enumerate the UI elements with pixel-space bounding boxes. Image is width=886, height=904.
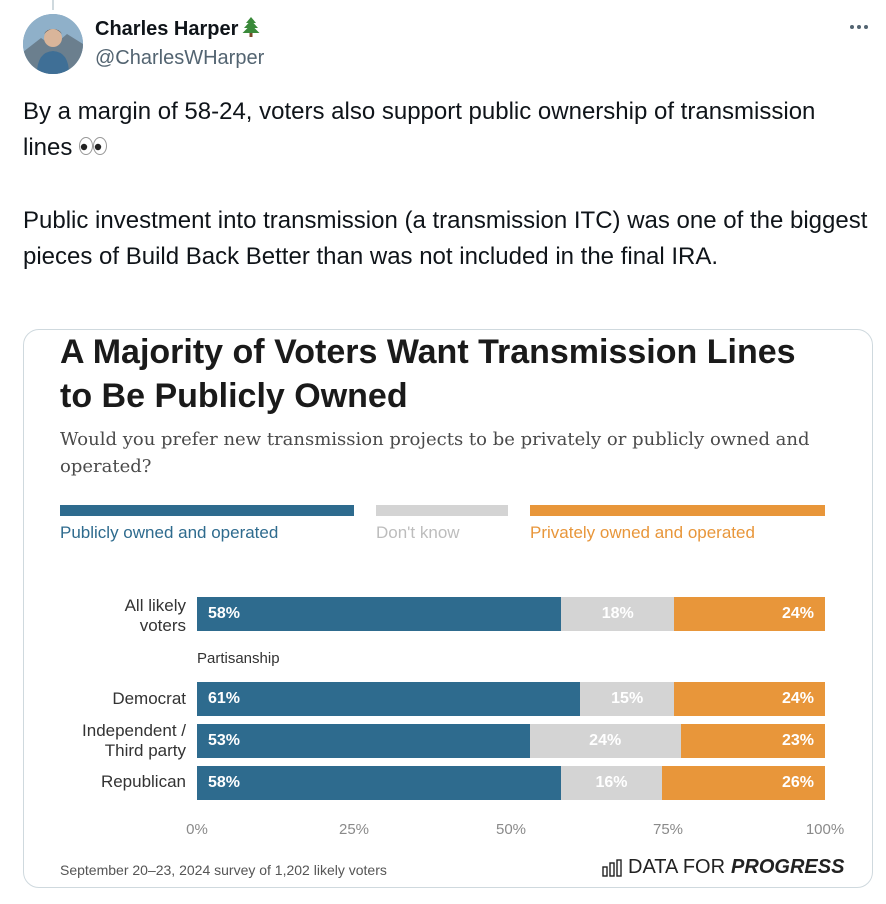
row-label-independent-text: Independent / Third party: [82, 721, 186, 760]
x-tick-label: 50%: [495, 821, 527, 838]
x-tick-label: 0%: [186, 821, 208, 838]
bar-segment: 26%: [661, 766, 825, 800]
bar-value-label: 58%: [208, 605, 241, 622]
bar-value-label: 24%: [589, 732, 622, 749]
bar-value-label: 26%: [781, 774, 814, 791]
bar-segment: 24%: [674, 597, 825, 631]
survey-footnote: September 20–23, 2024 survey of 1,202 li…: [60, 862, 387, 878]
bar-chart-logo-icon: [602, 858, 622, 877]
tweet-paragraph-2: Public investment into transmission (a t…: [23, 206, 868, 270]
bar-value-label: 18%: [601, 605, 634, 622]
bar-segment: 53%: [197, 724, 530, 758]
bar-segment: 24%: [674, 682, 825, 716]
legend-public-label: Publicly owned and operated: [60, 523, 279, 542]
legend-dontknow: Don't know: [376, 505, 508, 543]
tweet-paragraph-1: By a margin of 58-24, voters also suppor…: [23, 98, 816, 161]
tweet-text: By a margin of 58-24, voters also suppor…: [23, 94, 868, 275]
bar-value-label: 24%: [781, 605, 814, 622]
tree-emoji-icon: [242, 17, 260, 42]
bar-value-label: 16%: [595, 774, 628, 791]
bar-value-label: 24%: [781, 690, 814, 707]
author-name[interactable]: Charles Harper: [95, 18, 239, 40]
legend-dontknow-label: Don't know: [376, 523, 460, 542]
bar-value-label: 53%: [208, 732, 241, 749]
bar-independent: 53% 24% 23%: [197, 724, 825, 758]
legend-dontknow-swatch: [376, 505, 508, 516]
bar-segment: 24%: [529, 724, 681, 758]
bar-democrat: 61% 15% 24%: [197, 682, 825, 716]
bar-segment: 61%: [197, 682, 581, 716]
legend-public: Publicly owned and operated: [60, 505, 354, 543]
brand-text: DATA FOR: [628, 856, 726, 878]
bar-segment: 18%: [561, 597, 675, 631]
legend-private: Privately owned and operated: [530, 505, 825, 543]
legend-private-swatch: [530, 505, 825, 516]
legend-private-label: Privately owned and operated: [530, 523, 755, 542]
bar-value-label: 15%: [611, 690, 644, 707]
row-label-democrat: Democrat: [112, 689, 186, 708]
row-label-republican: Republican: [100, 772, 186, 791]
row-label-all-text: All likely voters: [124, 596, 186, 635]
bar-segment: 58%: [197, 766, 562, 800]
eyes-emoji-icon: [78, 131, 108, 167]
thread-line: [52, 0, 54, 10]
chart-subtitle: Would you prefer new transmission projec…: [60, 429, 810, 477]
x-tick-label: 100%: [805, 821, 845, 838]
legend-public-swatch: [60, 505, 354, 516]
group-label-partisanship: Partisanship: [197, 650, 280, 667]
bar-all: 58% 18% 24%: [197, 597, 825, 631]
bar-segment: 16%: [561, 766, 662, 800]
row-label-all: All likely voters: [116, 596, 186, 636]
more-options-icon[interactable]: [846, 14, 872, 40]
chart-image-card[interactable]: A Majority of Voters Want Transmission L…: [23, 329, 873, 888]
bar-value-label: 61%: [208, 690, 241, 707]
x-tick-label: 25%: [338, 821, 370, 838]
bar-value-label: 58%: [208, 774, 241, 791]
bar-segment: 15%: [580, 682, 675, 716]
author-handle[interactable]: @CharlesWHarper: [95, 47, 265, 69]
brand-text-bold: PROGRESS: [731, 856, 845, 878]
avatar[interactable]: [23, 14, 83, 74]
bar-segment: 58%: [197, 597, 562, 631]
bar-value-label: 23%: [781, 732, 814, 749]
data-for-progress-logo: DATA FOR PROGRESS: [602, 856, 844, 879]
x-tick-label: 75%: [652, 821, 684, 838]
row-label-independent: Independent / Third party: [56, 721, 186, 761]
chart-title: A Majority of Voters Want Transmission L…: [60, 333, 796, 415]
bar-republican: 58% 16% 26%: [197, 766, 825, 800]
bar-segment: 23%: [680, 724, 825, 758]
